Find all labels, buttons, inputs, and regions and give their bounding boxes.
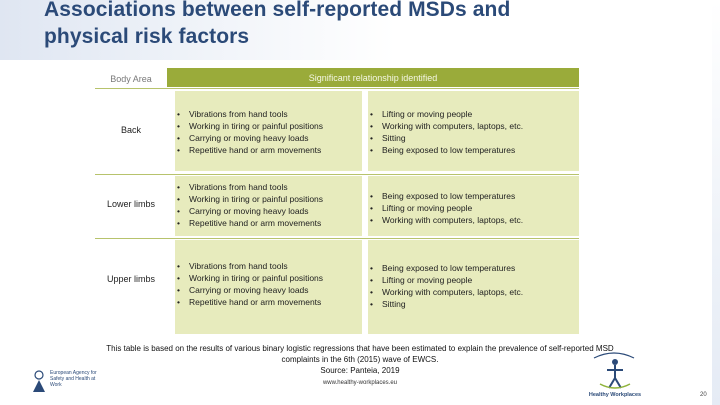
- list-item: Working with computers, laptops, etc.: [368, 214, 579, 226]
- slide-title-line-2: physical risk factors: [44, 25, 250, 48]
- list-item: Repetitive hand or arm movements: [175, 296, 362, 308]
- caption-line-2: complaints in the 6th (2015) wave of EWC…: [281, 355, 439, 364]
- list-item: Vibrations from hand tools: [175, 260, 362, 272]
- list-item: Working in tiring or painful positions: [175, 272, 362, 284]
- slide-edge-decoration: [712, 0, 720, 405]
- list-item: Lifting or moving people: [368, 274, 579, 286]
- caption-source: Source: Panteia, 2019: [320, 366, 400, 375]
- healthy-workplaces-logo: Healthy Workplaces: [580, 348, 660, 400]
- list-item: Carrying or moving heavy loads: [175, 284, 362, 296]
- header-significant-relationship: Significant relationship identified: [167, 68, 579, 87]
- cell-lower-limbs-col1: Vibrations from hand tools Working in ti…: [175, 176, 362, 236]
- header-divider: [95, 88, 579, 89]
- list-item: Working in tiring or painful positions: [175, 193, 362, 205]
- eu-osha-emblem-icon: [30, 368, 48, 394]
- list-item: Working with computers, laptops, etc.: [368, 286, 579, 298]
- list-item: Vibrations from hand tools: [175, 108, 362, 120]
- cell-back-col2: Lifting or moving people Working with co…: [368, 91, 579, 171]
- cell-upper-limbs-col2: Being exposed to low temperatures Liftin…: [368, 240, 579, 334]
- slide-title: Associations between self-reported MSDs …: [44, 0, 644, 50]
- table-header: Body Area Significant relationship ident…: [95, 68, 579, 87]
- header-body-area: Body Area: [95, 68, 167, 87]
- table-caption: This table is based on the results of va…: [90, 343, 630, 376]
- healthy-workplaces-figure-icon: [593, 352, 635, 389]
- row-label-upper-limbs: Upper limbs: [106, 274, 155, 284]
- cell-upper-limbs-col1: Vibrations from hand tools Working in ti…: [175, 240, 362, 334]
- list-item: Lifting or moving people: [368, 202, 579, 214]
- list-item: Working with computers, laptops, etc.: [368, 120, 579, 132]
- list-item: Carrying or moving heavy loads: [175, 205, 362, 217]
- row-divider: [95, 238, 579, 239]
- list-item: Being exposed to low temperatures: [368, 262, 579, 274]
- page-number: 20: [700, 392, 707, 398]
- list-item: Sitting: [368, 132, 579, 144]
- row-divider: [95, 174, 579, 175]
- list-item: Sitting: [368, 298, 579, 310]
- row-label-lower-limbs: Lower limbs: [106, 199, 155, 209]
- list-item: Being exposed to low temperatures: [368, 144, 579, 156]
- healthy-workplaces-text: Healthy Workplaces: [588, 392, 642, 398]
- eu-osha-logo-text: European Agency for Safety and Health at…: [50, 370, 97, 388]
- eu-osha-logo: European Agency for Safety and Health at…: [30, 368, 100, 404]
- list-item: Working in tiring or painful positions: [175, 120, 362, 132]
- list-item: Repetitive hand or arm movements: [175, 144, 362, 156]
- slide-title-line-1: Associations between self-reported MSDs …: [44, 0, 511, 21]
- title-background: [0, 0, 720, 60]
- footer-url[interactable]: www.healthy-workplaces.eu: [322, 380, 398, 386]
- row-label-back: Back: [120, 125, 141, 135]
- list-item: Being exposed to low temperatures: [368, 190, 579, 202]
- cell-back-col1: Vibrations from hand tools Working in ti…: [175, 91, 362, 171]
- list-item: Lifting or moving people: [368, 108, 579, 120]
- caption-line-1: This table is based on the results of va…: [106, 344, 614, 353]
- list-item: Vibrations from hand tools: [175, 181, 362, 193]
- list-item: Repetitive hand or arm movements: [175, 217, 362, 229]
- list-item: Carrying or moving heavy loads: [175, 132, 362, 144]
- cell-lower-limbs-col2: Being exposed to low temperatures Liftin…: [368, 176, 579, 236]
